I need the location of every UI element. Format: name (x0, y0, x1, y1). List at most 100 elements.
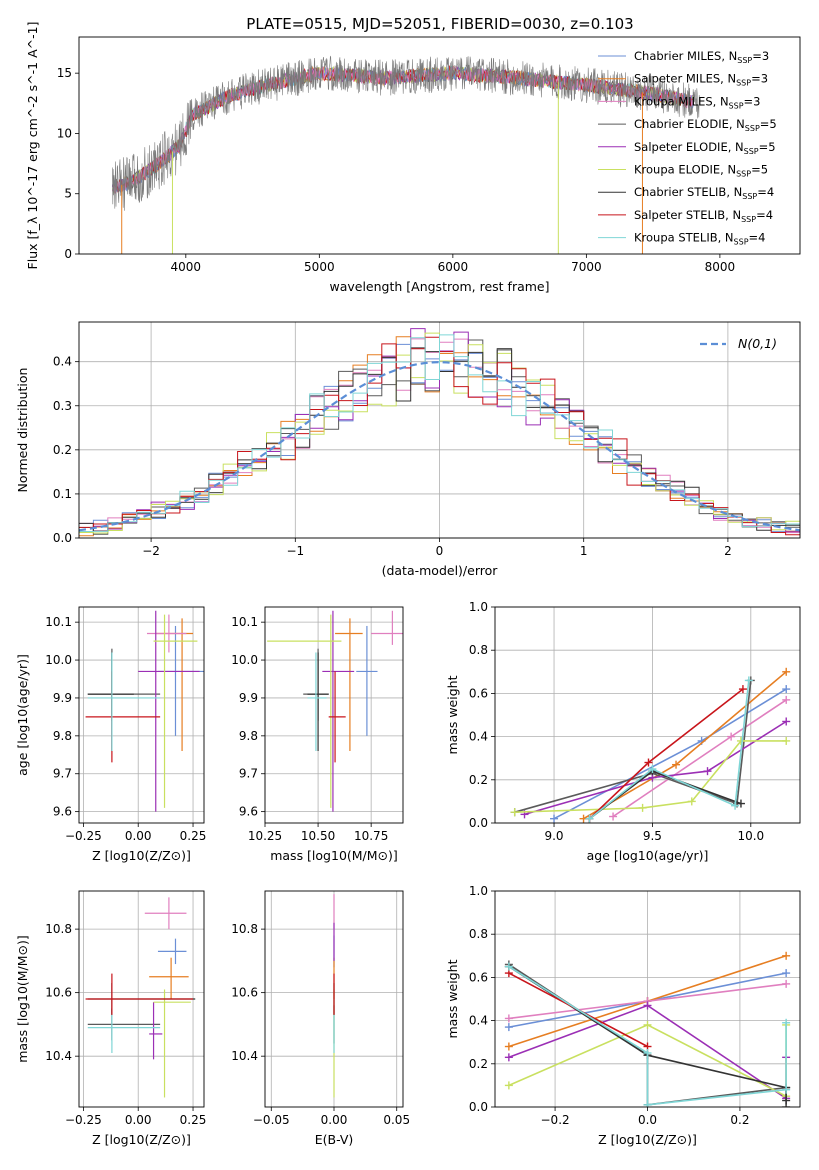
x-axis-label: E(B-V) (315, 1132, 354, 1147)
x-axis-label: Z [log10(Z/Z⊙)] (92, 1132, 191, 1147)
y-tick-label: 0.0 (469, 816, 488, 830)
data-spectrum-line (112, 55, 700, 211)
y-tick-label: 0.8 (469, 643, 488, 657)
legend-label: Chabrier ELODIE, NSSP=5 (634, 117, 777, 133)
y-tick-label: 10.6 (231, 986, 258, 1000)
panel-age_vs_Z: −0.25 0.00 0.25 9.6 9.7 9.8 9.9 10.0 10.1 Z [log1… (15, 606, 206, 863)
y-axis-label: mass [log10(M/M⊙)] (15, 935, 30, 1063)
x-axis-label: wavelength [Angstrom, rest frame] (329, 279, 549, 294)
y-tick-label: 1.0 (469, 884, 488, 898)
y-tick-label: 10.4 (45, 1049, 72, 1063)
y-tick-label: 15 (57, 66, 72, 80)
legend-label: Kroupa MILES, NSSP=3 (634, 94, 760, 110)
y-tick-label: 0.6 (469, 970, 488, 984)
y-tick-label: 10.8 (231, 922, 258, 936)
y-tick-label: 0.4 (469, 730, 488, 744)
y-tick-label: 0.3 (53, 399, 72, 413)
x-tick-label: −0.25 (65, 829, 102, 843)
plot-area (85, 610, 204, 812)
x-tick-label: 0.00 (321, 1113, 348, 1127)
residual-histogram (79, 334, 800, 532)
y-tick-label: 9.9 (239, 691, 258, 705)
y-tick-label: 0.6 (469, 686, 488, 700)
y-axis-label: age [log10(age/yr)] (15, 654, 30, 776)
y-tick-label: 10 (57, 126, 72, 140)
y-tick-label: 10.1 (231, 615, 258, 629)
y-tick-label: 10.0 (231, 653, 258, 667)
x-tick-label: 9.5 (643, 829, 662, 843)
weight-line (508, 965, 787, 1101)
x-tick-label: 8000 (705, 260, 736, 274)
axes-frame (78, 36, 801, 255)
y-tick-label: 1.0 (469, 600, 488, 614)
legend-label: Salpeter STELIB, NSSP=4 (634, 208, 773, 224)
y-axis-label: mass weight (445, 675, 460, 754)
y-tick-label: 0.1 (53, 487, 72, 501)
x-tick-label: 10.50 (301, 829, 335, 843)
weight-line (553, 688, 787, 820)
plot-area (112, 55, 700, 254)
x-axis-label: mass [log10(M/M⊙)] (270, 848, 398, 863)
x-tick-label: −1 (286, 544, 304, 558)
x-tick-label: −0.2 (541, 1113, 570, 1127)
weight-line (589, 680, 750, 820)
x-tick-label: 1 (580, 544, 588, 558)
gaussian-curve (79, 360, 800, 532)
plot-area (510, 667, 791, 823)
plot-area (504, 951, 791, 1107)
weight-line (612, 699, 787, 818)
x-tick-label: −2 (142, 544, 160, 558)
x-tick-label: 0.00 (125, 1113, 152, 1127)
legend-label: Chabrier STELIB, NSSP=4 (634, 185, 774, 201)
panel-mass_vs_Z: −0.25 0.00 0.25 10.4 10.6 10.8 Z [log10(Z/Z⊙)]… (15, 890, 207, 1147)
legend-label: Salpeter ELODIE, NSSP=5 (634, 140, 776, 156)
y-tick-label: 9.8 (239, 729, 258, 743)
panel-weight_vs_Z: −0.2 0.0 0.2 0.0 0.2 0.4 0.6 0.8 1.0 Z [log10(Z/Z… (445, 884, 801, 1147)
x-tick-label: 0.0 (638, 1113, 657, 1127)
y-tick-label: 0 (64, 247, 72, 261)
y-tick-label: 9.6 (239, 805, 258, 819)
x-tick-label: −0.05 (253, 1113, 290, 1127)
y-axis-label: Normed distribution (15, 368, 30, 493)
legend-label: Kroupa STELIB, NSSP=4 (634, 231, 765, 247)
axes-frame (494, 606, 801, 824)
y-tick-label: 9.8 (53, 729, 72, 743)
panel-spectrum: 4000 5000 6000 7000 8000 0 5 10 15 wavelength [An… (25, 22, 801, 294)
x-axis-label: Z [log10(Z/Z⊙)] (598, 1132, 697, 1147)
x-tick-label: 9.0 (544, 829, 563, 843)
x-tick-label: 5000 (304, 260, 335, 274)
x-tick-label: 4000 (171, 260, 202, 274)
weight-line (524, 720, 787, 816)
plot-area (79, 328, 800, 537)
y-tick-label: 5 (64, 187, 72, 201)
x-axis-label: age [log10(age/yr)] (587, 848, 709, 863)
x-tick-label: 0.00 (125, 829, 152, 843)
axes-frame (78, 890, 205, 1108)
plot-area (267, 610, 403, 812)
figure-title: PLATE=0515, MJD=52051, FIBERID=0030, z=0… (246, 15, 633, 33)
y-tick-label: 0.2 (469, 773, 488, 787)
y-tick-label: 9.9 (53, 691, 72, 705)
axes-frame (264, 606, 404, 824)
x-tick-label: −0.25 (65, 1113, 102, 1127)
plot-area (85, 897, 196, 1098)
legend-label: Chabrier MILES, NSSP=3 (634, 49, 769, 65)
y-tick-label: 9.6 (53, 805, 72, 819)
y-tick-label: 10.0 (45, 653, 72, 667)
x-tick-label: 0.2 (730, 1113, 749, 1127)
x-tick-label: 7000 (571, 260, 602, 274)
axes-frame (78, 606, 205, 824)
x-tick-label: 10.0 (737, 829, 764, 843)
panel-weight_vs_age: 9.0 9.5 10.0 0.0 0.2 0.4 0.6 0.8 1.0 age [log10(a… (445, 600, 801, 863)
legend-label: Kroupa ELODIE, NSSP=5 (634, 163, 768, 179)
x-tick-label: 10.75 (354, 829, 388, 843)
x-tick-label: 10.25 (248, 829, 282, 843)
axes-frame (78, 321, 801, 539)
x-axis-label: (data-model)/error (382, 563, 499, 578)
y-tick-label: 10.6 (45, 986, 72, 1000)
x-tick-label: 0.25 (180, 1113, 207, 1127)
y-tick-label: 9.7 (53, 767, 72, 781)
axes-frame (494, 890, 801, 1108)
y-tick-label: 0.0 (469, 1100, 488, 1114)
